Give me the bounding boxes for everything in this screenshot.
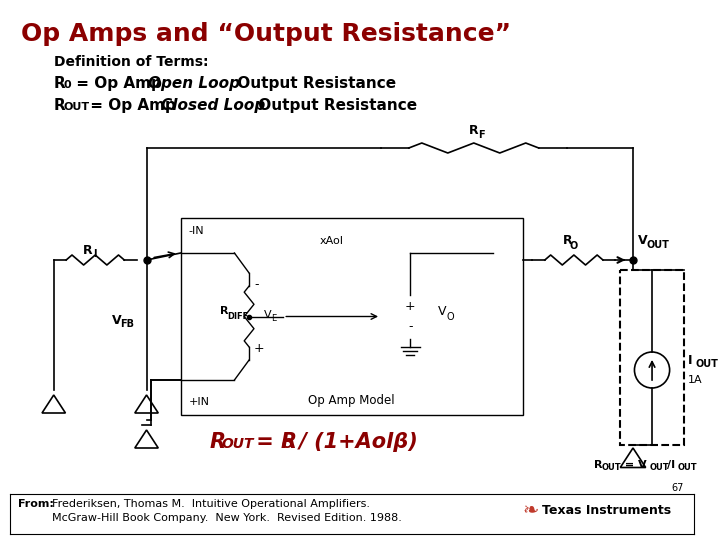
Text: R: R [54, 98, 66, 113]
Text: 1A: 1A [688, 375, 702, 385]
Text: ❧: ❧ [522, 502, 539, 521]
Text: OUT: OUT [649, 463, 669, 472]
Text: OUT: OUT [678, 463, 698, 472]
Text: /I: /I [667, 460, 675, 470]
Text: -: - [408, 320, 413, 333]
Text: Frederiksen, Thomas M.  Intuitive Operational Amplifiers.: Frederiksen, Thomas M. Intuitive Operati… [52, 499, 370, 509]
Text: I: I [688, 354, 692, 367]
Text: / (1+Aolβ): / (1+Aolβ) [292, 432, 418, 452]
Text: R: R [54, 76, 66, 91]
Text: = V: = V [621, 460, 647, 470]
Text: R: R [469, 124, 479, 137]
Text: Closed Loop: Closed Loop [161, 98, 266, 113]
Text: Texas Instruments: Texas Instruments [542, 504, 671, 517]
Text: O: O [282, 437, 293, 451]
Text: xAoI: xAoI [320, 236, 344, 246]
Text: R: R [563, 234, 573, 247]
Bar [181, 218, 523, 415]
Text: R: R [210, 432, 226, 452]
Text: Definition of Terms:: Definition of Terms: [54, 55, 208, 69]
Text: V: V [438, 305, 446, 318]
Text: = Op Amp: = Op Amp [71, 76, 168, 91]
Text: F: F [478, 130, 485, 140]
Text: FB: FB [120, 319, 134, 329]
Text: 0: 0 [63, 80, 71, 90]
Text: From:: From: [17, 499, 53, 509]
Text: 67: 67 [672, 483, 684, 493]
Text: I: I [94, 249, 97, 259]
Text: V: V [638, 234, 647, 247]
Text: -IN: -IN [189, 226, 204, 236]
Text: DIFF: DIFF [228, 312, 249, 321]
Text: Output Resistance: Output Resistance [233, 76, 397, 91]
Text: V: V [112, 314, 122, 327]
Text: O: O [570, 241, 578, 251]
Text: OUT: OUT [647, 240, 670, 250]
Text: = R: = R [249, 432, 297, 452]
Text: OUT: OUT [222, 437, 254, 451]
Text: R: R [83, 244, 92, 257]
Text: OUT: OUT [696, 359, 719, 369]
Text: Op Amps and “Output Resistance”: Op Amps and “Output Resistance” [22, 22, 512, 46]
Text: Op Amp Model: Op Amp Model [308, 394, 395, 407]
Text: R: R [220, 307, 228, 316]
Text: O: O [446, 312, 454, 321]
Text: +: + [254, 342, 265, 355]
Text: R: R [594, 460, 603, 470]
Text: +: + [405, 300, 415, 313]
Text: Open Loop: Open Loop [148, 76, 240, 91]
Text: +IN: +IN [189, 397, 210, 407]
Text: McGraw-Hill Book Company.  New York.  Revised Edition. 1988.: McGraw-Hill Book Company. New York. Revi… [52, 513, 402, 523]
Text: E: E [271, 314, 276, 323]
Text: -: - [254, 278, 258, 291]
Text: OUT: OUT [602, 463, 621, 472]
Text: Output Resistance: Output Resistance [253, 98, 417, 113]
Text: V: V [264, 309, 271, 320]
Text: = Op Amp: = Op Amp [85, 98, 181, 113]
Text: OUT: OUT [63, 102, 89, 112]
Bar [621, 270, 684, 445]
